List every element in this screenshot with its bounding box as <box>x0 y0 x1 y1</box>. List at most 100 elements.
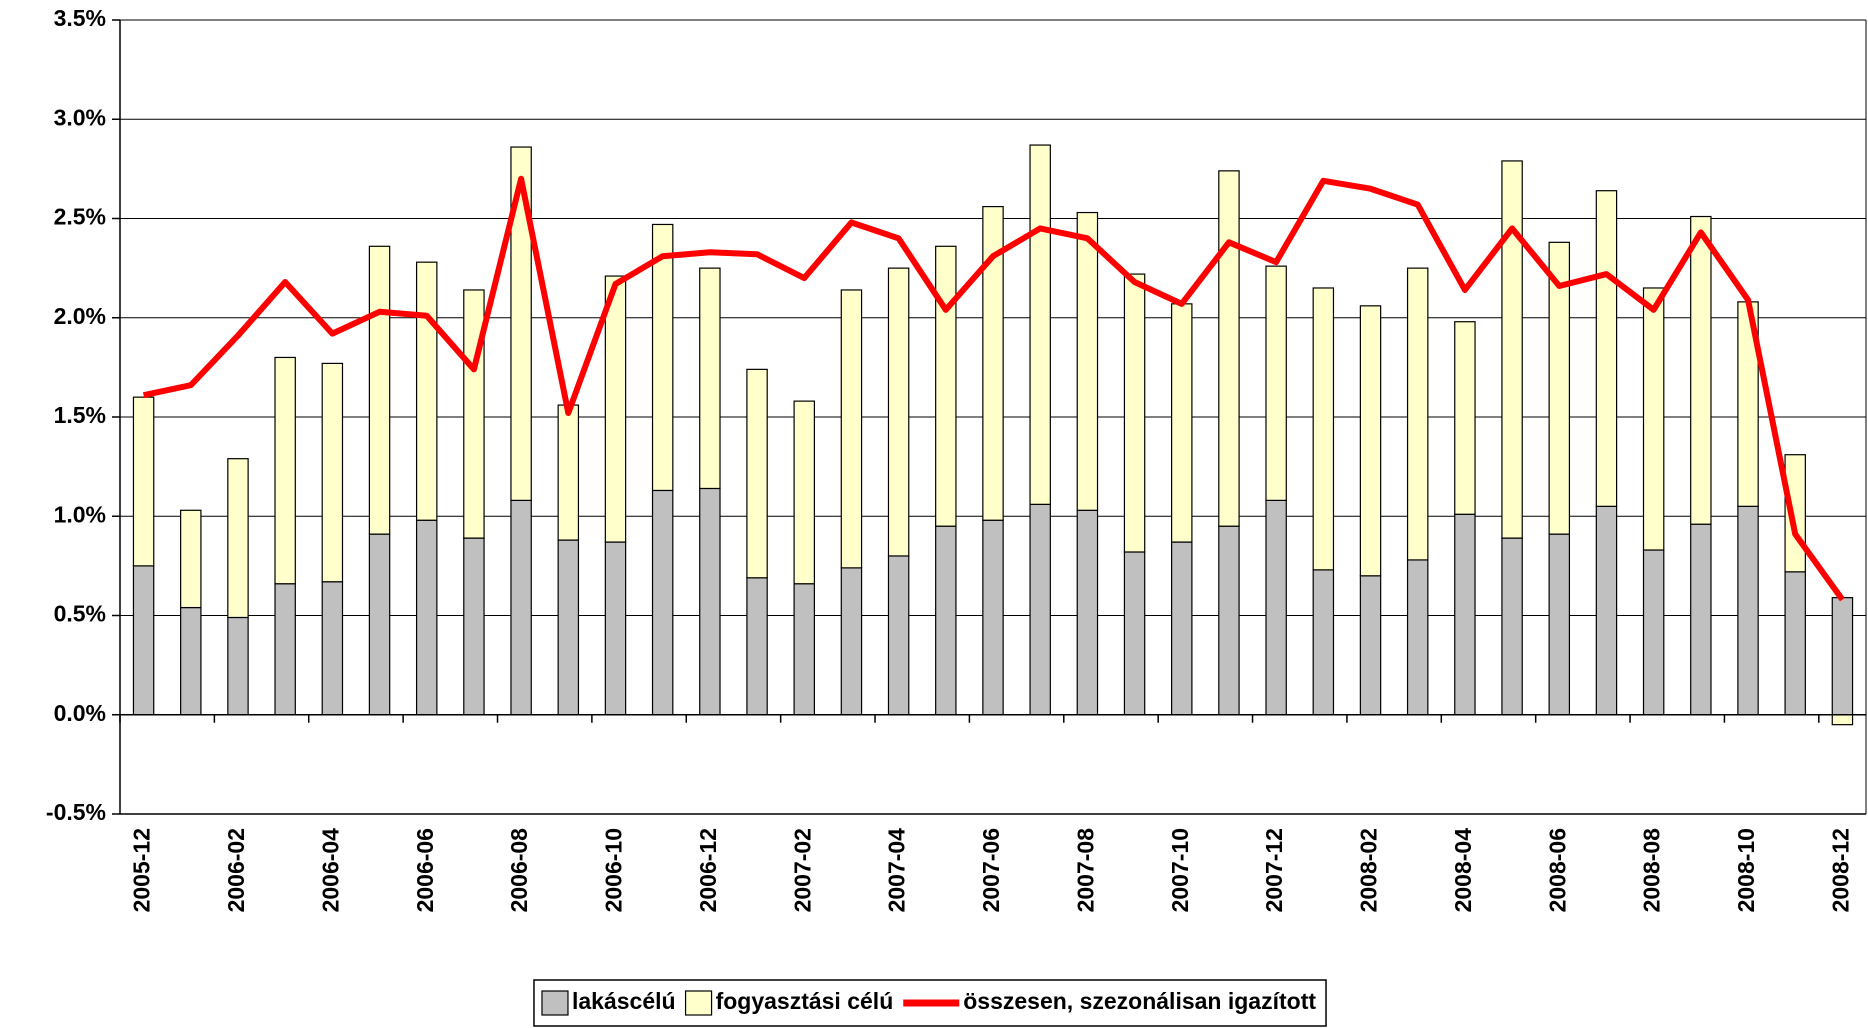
x-tick-label: 2007-08 <box>1072 828 1098 913</box>
bar <box>1312 569 1335 716</box>
bar <box>1171 303 1193 543</box>
bar <box>1029 503 1051 716</box>
bar <box>1123 551 1146 716</box>
bar <box>1548 241 1571 535</box>
bar <box>1831 714 1854 726</box>
y-tick-label: 3.5% <box>54 5 106 31</box>
x-tick-label: 2008-06 <box>1544 828 1570 912</box>
x-tick-label: 2007-10 <box>1167 828 1193 912</box>
bar <box>604 275 627 543</box>
bar <box>415 519 438 716</box>
bar <box>557 404 580 541</box>
bar <box>840 567 863 716</box>
bar <box>793 400 815 585</box>
line <box>142 175 1845 602</box>
bar <box>1265 499 1287 716</box>
bar <box>1265 265 1287 501</box>
bar <box>1784 571 1806 716</box>
bar <box>1359 575 1382 716</box>
bar <box>1454 513 1476 716</box>
y-tick-label: -0.5% <box>46 799 106 825</box>
bar <box>840 289 863 569</box>
x-tick-label: 2006-04 <box>317 828 343 913</box>
bar <box>274 356 296 585</box>
bar <box>463 537 485 716</box>
x-tick-label: 2008-10 <box>1733 828 1759 912</box>
bar <box>1218 170 1240 527</box>
bar <box>1595 190 1618 507</box>
bar <box>557 539 580 716</box>
bar <box>227 616 249 716</box>
bar <box>180 509 202 609</box>
legend-symbol <box>684 990 713 1016</box>
legend-label: fogyasztási célú <box>716 988 894 1014</box>
legend-label: összesen, szezonálisan igazított <box>963 988 1316 1014</box>
bar <box>651 223 674 492</box>
y-tick-label: 3.0% <box>54 104 106 130</box>
bar <box>510 499 532 716</box>
x-tick-label: 2005-12 <box>129 828 155 912</box>
bar <box>1501 537 1523 716</box>
bar <box>132 565 155 716</box>
bar <box>463 289 485 539</box>
bar <box>1501 160 1523 539</box>
bar <box>651 489 674 716</box>
bar <box>887 267 910 557</box>
x-tick-label: 2008-02 <box>1356 828 1382 912</box>
bar <box>1642 549 1665 716</box>
bar <box>982 205 1004 521</box>
x-tick-label: 2008-12 <box>1827 828 1853 912</box>
bar <box>1406 267 1429 561</box>
bar <box>793 583 815 716</box>
bar <box>321 362 344 583</box>
x-tick-label: 2006-06 <box>412 828 438 912</box>
bar <box>180 606 202 716</box>
legend: lakáscélú fogyasztási célú összesen, szezo… <box>533 979 1327 1027</box>
y-tick-label: 1.5% <box>54 402 106 428</box>
x-tick-label: 2008-04 <box>1450 828 1476 913</box>
bar <box>227 458 249 619</box>
bar <box>415 261 438 521</box>
bar <box>887 555 910 716</box>
bar <box>699 487 721 716</box>
bar <box>1406 559 1429 716</box>
bar <box>1548 533 1571 716</box>
bar <box>982 519 1004 716</box>
bar <box>1076 211 1099 511</box>
bar <box>935 245 957 527</box>
x-tick-label: 2006-02 <box>223 828 249 912</box>
bar <box>1312 287 1335 571</box>
bar <box>1218 525 1240 716</box>
x-tick-label: 2006-12 <box>695 828 721 912</box>
bar <box>746 368 768 579</box>
bar <box>510 146 532 501</box>
x-tick-label: 2007-12 <box>1261 828 1287 912</box>
bar <box>1359 305 1382 577</box>
bar <box>604 541 627 716</box>
x-tick-label: 2008-08 <box>1639 828 1665 913</box>
bar <box>1076 509 1099 716</box>
bar <box>699 267 721 490</box>
bar <box>321 581 344 716</box>
legend-symbol <box>541 990 569 1016</box>
bar <box>746 577 768 716</box>
bar <box>1737 505 1759 716</box>
bar <box>1831 597 1854 716</box>
y-tick-label: 1.0% <box>54 501 106 527</box>
y-tick-label: 2.0% <box>54 303 106 329</box>
y-tick-label: 0.0% <box>54 700 106 726</box>
x-tick-label: 2006-08 <box>506 828 532 913</box>
bar <box>1454 321 1476 515</box>
x-tick-label: 2007-06 <box>978 828 1004 912</box>
y-tick-label: 0.5% <box>54 601 106 627</box>
bar <box>274 583 296 716</box>
x-tick-label: 2007-02 <box>789 828 815 912</box>
bar <box>1123 273 1146 553</box>
bar <box>1171 541 1193 716</box>
bar <box>1690 523 1712 716</box>
bar <box>1642 287 1665 551</box>
bar <box>132 396 155 567</box>
bar <box>1690 215 1712 525</box>
legend-label: lakáscélú <box>572 988 676 1014</box>
